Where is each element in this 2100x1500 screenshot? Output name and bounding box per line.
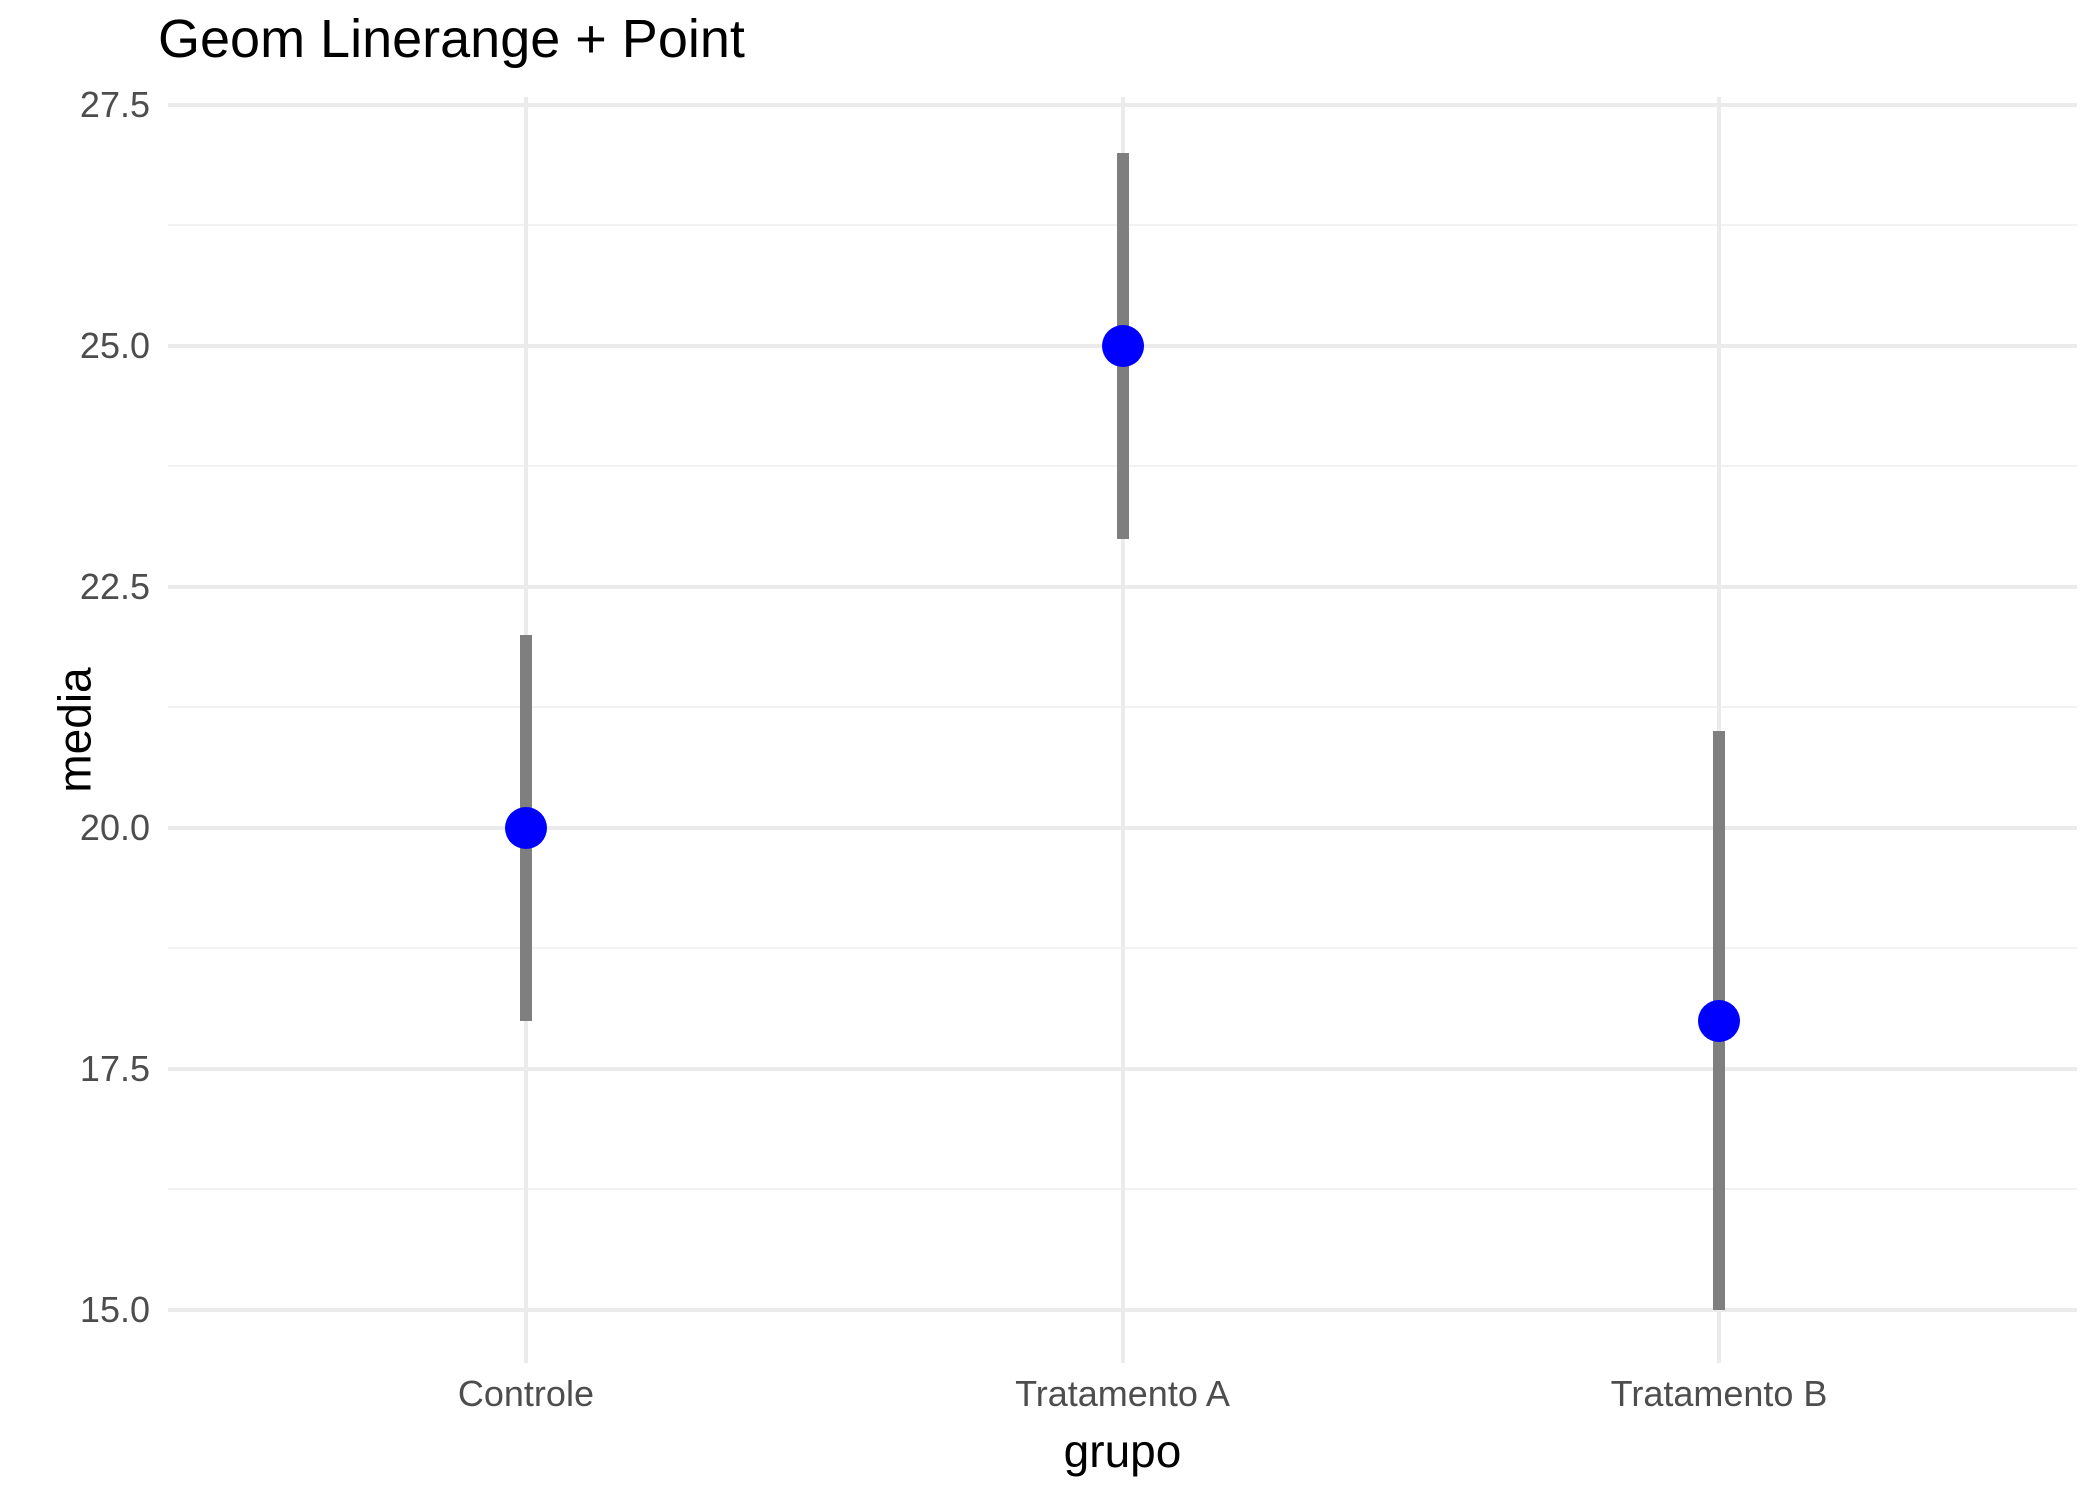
y-tick-label: 27.5 [79, 83, 150, 125]
x-axis-title: grupo [1063, 1425, 1182, 1477]
y-tick-label: 25.0 [79, 324, 150, 366]
data-point [504, 806, 547, 849]
data-point [1101, 324, 1144, 367]
y-tick-label: 17.5 [79, 1047, 150, 1089]
x-tick-label: Tratamento B [1610, 1373, 1828, 1414]
y-tick-label: 15.0 [79, 1288, 150, 1330]
x-tick-label: Controle [457, 1373, 594, 1414]
x-gridline-major [1717, 97, 1722, 1363]
x-tick-label: Tratamento A [1015, 1373, 1230, 1414]
y-tick-label: 22.5 [79, 565, 150, 607]
plot-title: Geom Linerange + Point [158, 9, 745, 69]
y-tick-label: 20.0 [79, 806, 150, 848]
data-point [1698, 999, 1741, 1042]
y-axis-title: media [48, 667, 101, 793]
x-gridline-major [1120, 97, 1125, 1363]
